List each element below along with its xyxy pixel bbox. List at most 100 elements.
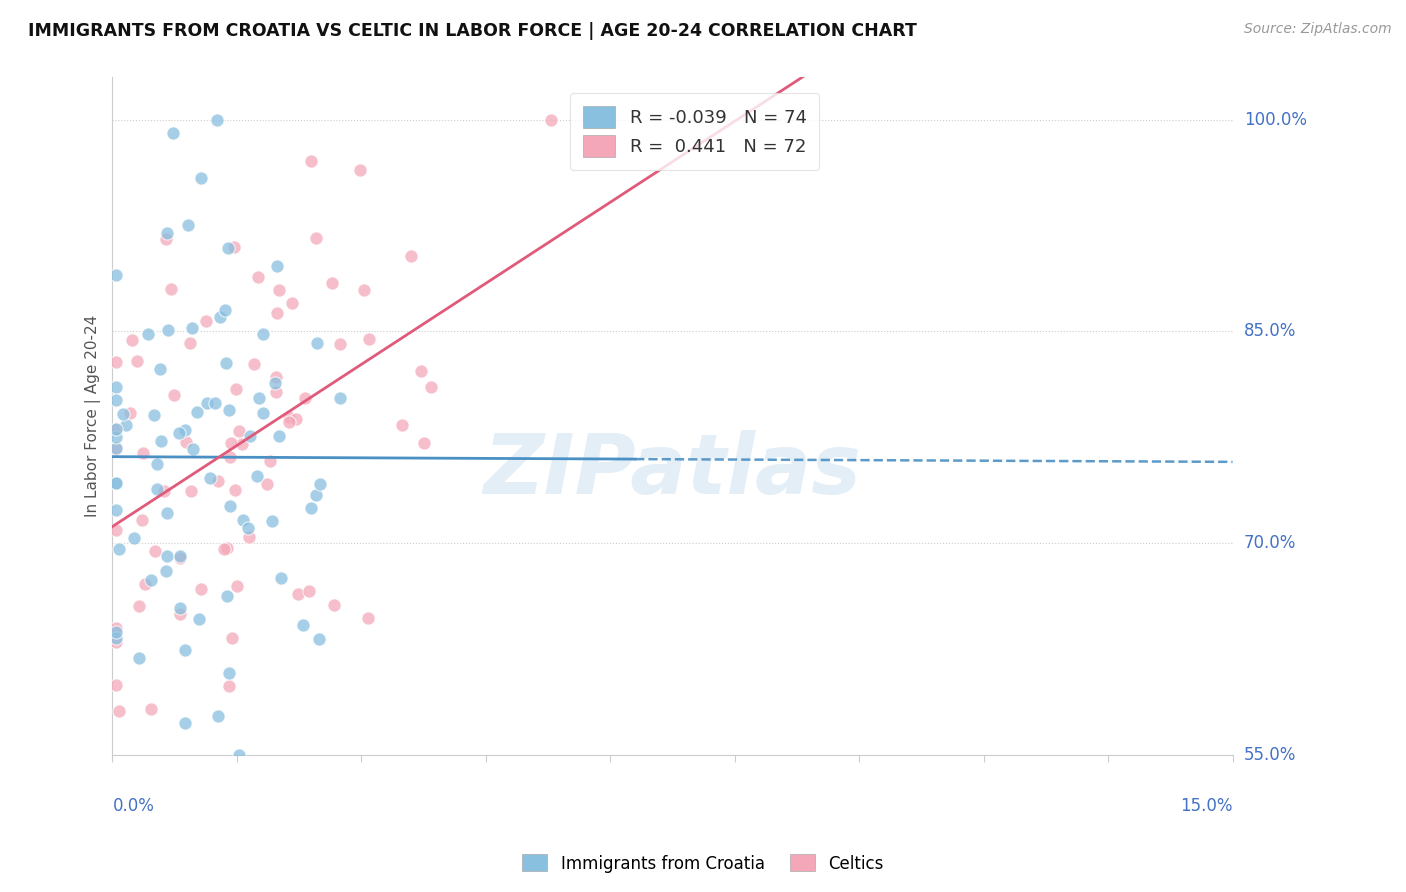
Point (207, 474, 229, 488)
Point (308, 632, 330, 647)
Text: IMMIGRANTS FROM CROATIA VS CELTIC IN LABOR FORCE | AGE 20-24 CORRELATION CHART: IMMIGRANTS FROM CROATIA VS CELTIC IN LAB… (28, 22, 917, 40)
Text: 85.0%: 85.0% (1244, 323, 1296, 341)
Point (105, 523, 128, 537)
Point (218, 666, 240, 681)
Point (155, 232, 177, 246)
Point (298, 584, 321, 599)
Point (419, 379, 441, 393)
Point (105, 355, 128, 369)
Point (238, 529, 260, 543)
Point (270, 572, 292, 586)
Point (128, 651, 150, 665)
Point (146, 483, 169, 497)
Point (219, 436, 242, 450)
Point (263, 376, 285, 390)
Point (215, 356, 238, 370)
Point (232, 513, 254, 527)
Point (108, 541, 131, 556)
Point (357, 332, 380, 346)
Legend: Immigrants from Croatia, Celtics: Immigrants from Croatia, Celtics (516, 847, 890, 880)
Point (139, 701, 162, 715)
Point (266, 306, 288, 320)
Point (209, 310, 232, 324)
Point (212, 541, 235, 556)
Point (150, 434, 173, 448)
Point (215, 589, 238, 603)
Point (115, 418, 138, 433)
Point (219, 499, 242, 513)
Point (155, 565, 177, 579)
Point (146, 457, 169, 471)
Point (218, 679, 240, 693)
Point (160, 282, 183, 296)
Point (153, 483, 176, 498)
Point (287, 587, 309, 601)
Point (200, 471, 222, 485)
Point (277, 415, 299, 429)
Point (399, 249, 422, 263)
Point (105, 635, 128, 649)
Point (149, 362, 172, 376)
Point (105, 625, 128, 640)
Point (105, 422, 128, 436)
Point (105, 380, 128, 394)
Point (222, 240, 245, 254)
Point (132, 446, 155, 460)
Text: 0.0%: 0.0% (112, 797, 155, 814)
Point (128, 599, 150, 614)
Point (174, 642, 197, 657)
Point (156, 549, 179, 563)
Point (169, 549, 191, 563)
Point (246, 468, 269, 483)
Point (105, 475, 128, 490)
Point (267, 283, 290, 297)
Point (357, 611, 380, 625)
Point (131, 513, 153, 527)
Text: 55.0%: 55.0% (1244, 746, 1296, 764)
Point (225, 579, 247, 593)
Point (259, 453, 281, 467)
Point (169, 607, 191, 621)
Point (353, 283, 375, 297)
Point (204, 396, 226, 410)
Point (105, 621, 128, 635)
Point (156, 323, 179, 337)
Y-axis label: In Labor Force | Age 20-24: In Labor Force | Age 20-24 (86, 315, 101, 517)
Point (205, 112, 228, 127)
Point (349, 163, 371, 178)
Point (180, 320, 202, 334)
Text: 15.0%: 15.0% (1180, 797, 1233, 814)
Point (239, 428, 262, 442)
Point (264, 369, 287, 384)
Point (162, 127, 184, 141)
Point (122, 532, 145, 546)
Text: ZIPatlas: ZIPatlas (484, 430, 862, 511)
Point (188, 612, 211, 626)
Point (264, 385, 287, 400)
Point (190, 582, 212, 597)
Point (142, 408, 165, 422)
Point (163, 388, 186, 402)
Point (207, 709, 229, 723)
Point (194, 314, 217, 328)
Point (309, 477, 332, 491)
Point (156, 227, 179, 241)
Point (173, 423, 195, 437)
Point (243, 357, 266, 371)
Point (105, 678, 128, 692)
Point (219, 450, 242, 465)
Point (143, 544, 166, 558)
Point (177, 218, 200, 232)
Point (127, 354, 149, 368)
Point (305, 231, 328, 245)
Point (118, 406, 141, 420)
Point (228, 747, 250, 762)
Point (252, 327, 274, 342)
Legend: R = -0.039   N = 74, R =  0.441   N = 72: R = -0.039 N = 74, R = 0.441 N = 72 (571, 94, 820, 169)
Point (280, 295, 302, 310)
Point (247, 391, 270, 405)
Point (540, 112, 562, 127)
Point (329, 337, 352, 351)
Point (301, 500, 323, 515)
Point (215, 541, 238, 555)
